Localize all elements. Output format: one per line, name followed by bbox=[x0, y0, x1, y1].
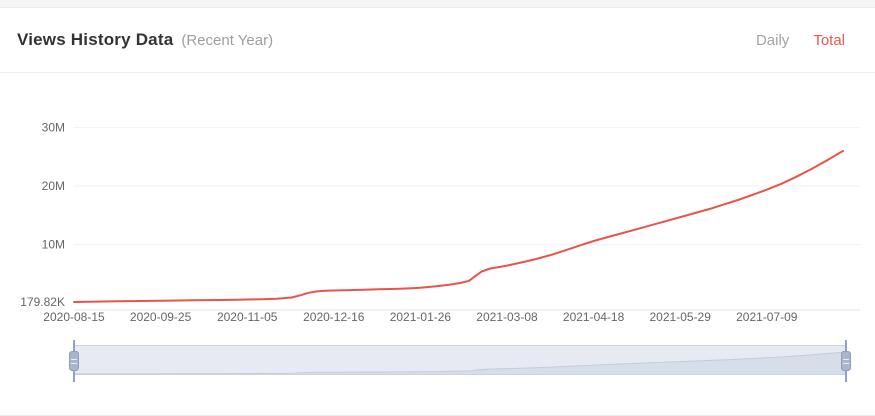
x-tick-label: 2020-12-16 bbox=[303, 310, 365, 324]
datazoom-right-handle[interactable] bbox=[840, 340, 852, 382]
y-tick-label: 179.82K bbox=[20, 295, 65, 309]
panel-subtitle: (Recent Year) bbox=[181, 32, 274, 49]
y-tick-label: 30M bbox=[42, 121, 65, 135]
panel-title: Views History Data bbox=[17, 30, 174, 49]
total-views-series-line bbox=[73, 150, 844, 303]
handle-grip-icon bbox=[841, 351, 851, 371]
handle-grip-icon bbox=[69, 351, 79, 371]
x-tick-label: 2021-03-08 bbox=[476, 310, 538, 324]
x-tick-label: 2021-07-09 bbox=[736, 310, 798, 324]
datazoom-preview-area bbox=[74, 351, 846, 374]
header-divider bbox=[0, 72, 875, 73]
total-toggle[interactable]: Total bbox=[813, 31, 845, 49]
top-strip bbox=[0, 0, 875, 8]
title-group: Views History Data (Recent Year) bbox=[17, 30, 273, 50]
x-tick-label: 2020-11-05 bbox=[217, 310, 278, 324]
y-tick-label: 10M bbox=[42, 238, 65, 252]
datazoom-slider[interactable] bbox=[69, 340, 851, 382]
datazoom-preview bbox=[74, 351, 846, 374]
x-tick-label: 2021-05-29 bbox=[650, 310, 712, 324]
datazoom-preview-line bbox=[74, 351, 846, 374]
range-toggle-group: Daily Total bbox=[756, 32, 845, 49]
datazoom-left-handle[interactable] bbox=[68, 340, 80, 382]
x-tick-label: 2020-09-25 bbox=[130, 310, 192, 324]
daily-toggle[interactable]: Daily bbox=[755, 31, 790, 49]
y-tick-label: 20M bbox=[42, 179, 65, 193]
x-tick-label: 2021-04-18 bbox=[563, 310, 625, 324]
panel-header: Views History Data (Recent Year) Daily T… bbox=[0, 8, 875, 72]
views-line-chart[interactable]: 30M 20M 10M 179.82K 2020-08-15 2020-09-2… bbox=[0, 72, 875, 332]
x-tick-label: 2020-08-15 bbox=[43, 310, 105, 324]
x-tick-label: 2021-01-26 bbox=[390, 310, 452, 324]
